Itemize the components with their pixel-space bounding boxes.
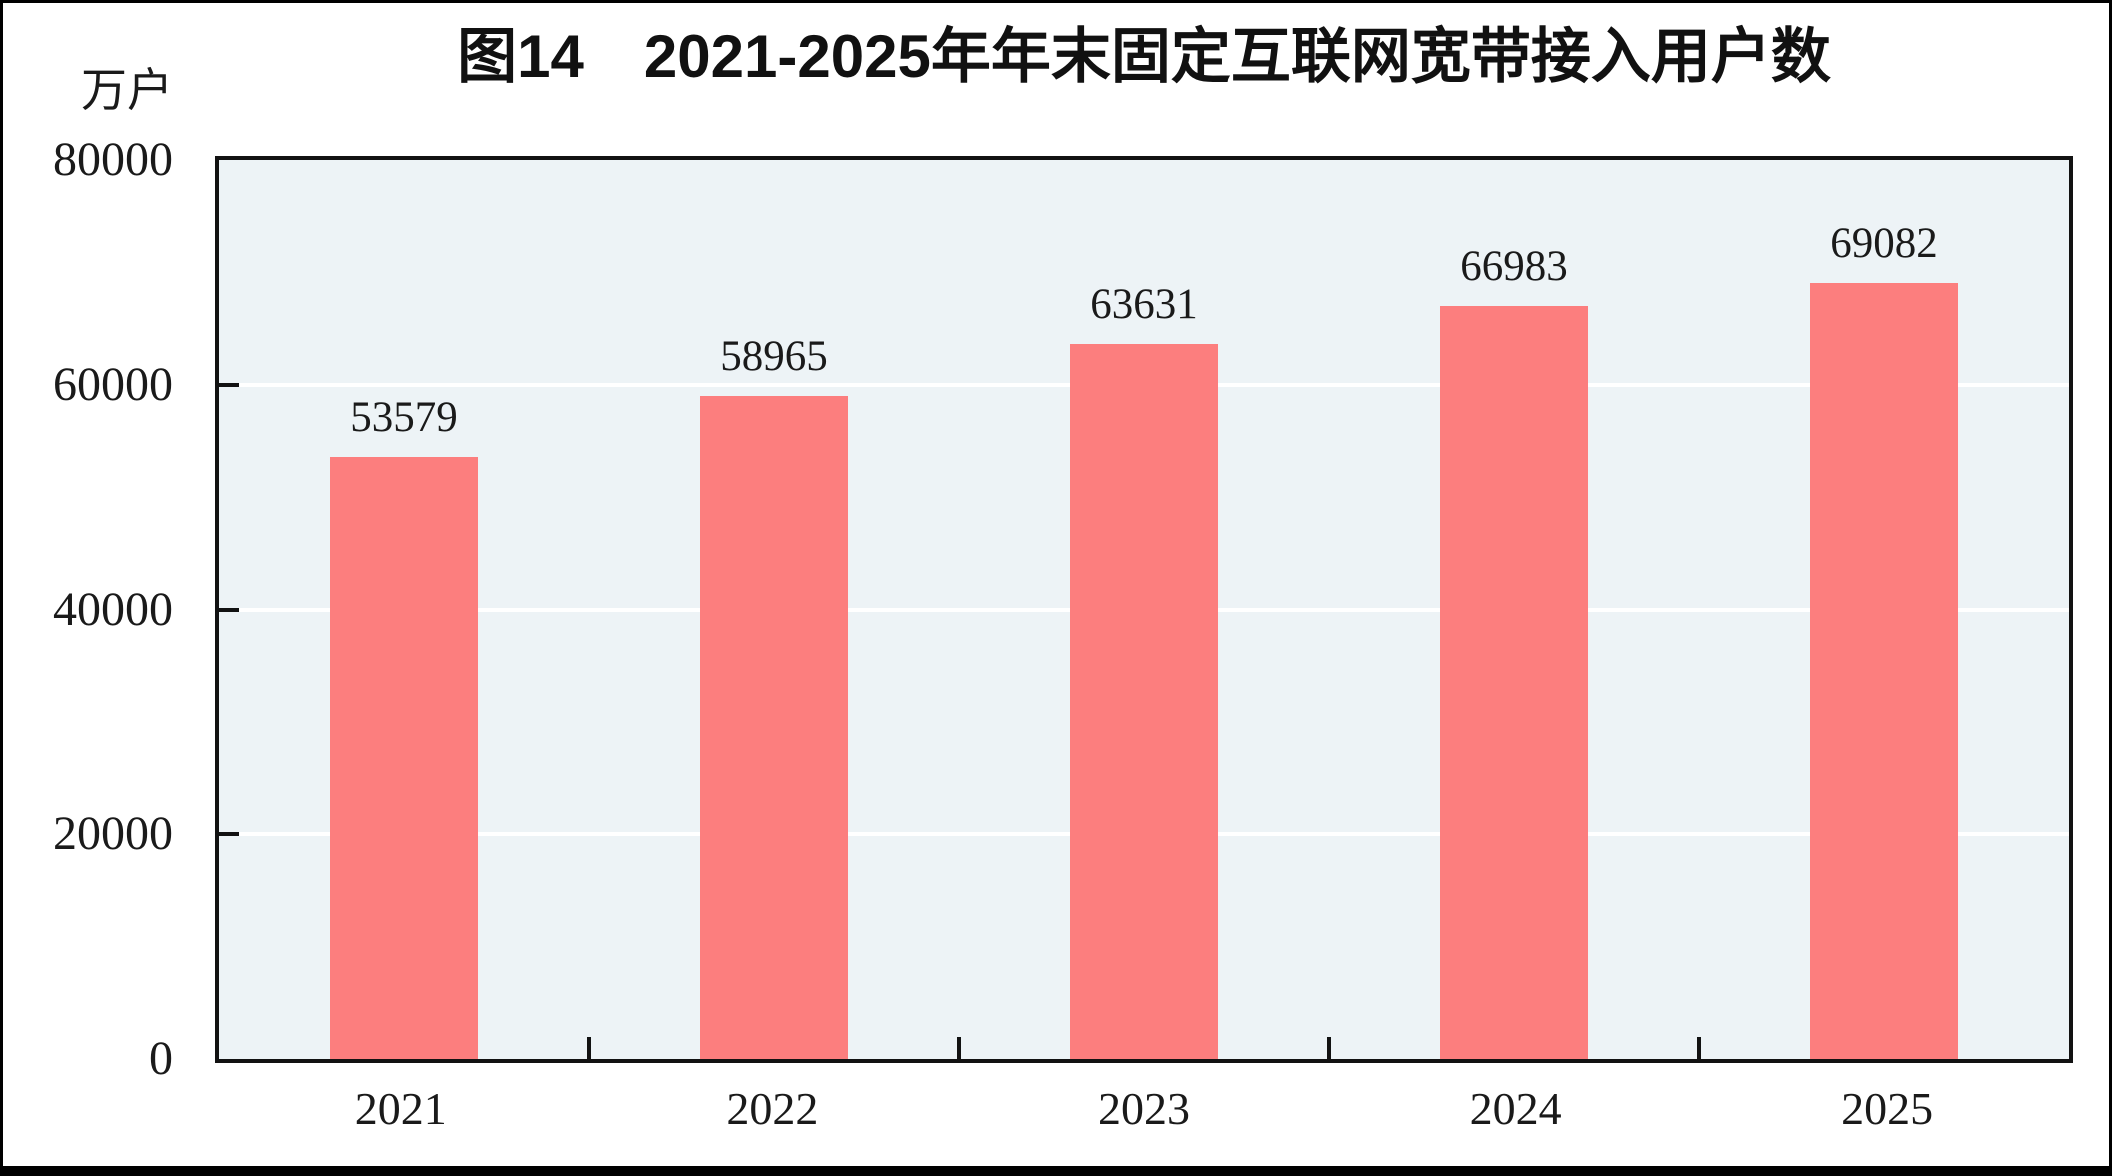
x-axis-tick-label: 2023: [1097, 1083, 1190, 1134]
x-axis-tick-mark: [587, 1037, 591, 1059]
x-axis-tick-label: 2025: [1841, 1083, 1934, 1134]
x-axis-tick-label: 2021: [354, 1083, 447, 1134]
bar-value-label: 63631: [1090, 280, 1198, 328]
bar-value-label: 69082: [1830, 219, 1938, 267]
y-axis-tick-label: 20000: [53, 807, 173, 861]
bar-value-label: 53579: [350, 393, 458, 441]
x-axis-tick-mark: [957, 1037, 961, 1059]
y-axis-unit-label: 万户: [81, 65, 173, 116]
y-axis-tick-mark: [219, 607, 239, 612]
y-axis-tick-label: 0: [149, 1032, 173, 1085]
y-axis-tick-label: 80000: [53, 133, 173, 186]
bar-2025: [1810, 282, 1958, 1059]
x-axis-tick-mark: [1697, 1037, 1701, 1059]
plot-area: 53579 58965 63631 66983 69082: [215, 156, 2073, 1063]
bar-2024: [1440, 306, 1588, 1059]
chart-title: 图14 2021-2025年年末固定互联网宽带接入用户数: [457, 23, 1831, 90]
y-axis-tick-labels: 0 20000 40000 60000 80000: [3, 134, 173, 1085]
y-axis-tick-label: 40000: [53, 582, 173, 636]
bar-value-label: 58965: [720, 333, 828, 381]
x-axis-tick-label: 2022: [726, 1083, 819, 1134]
bar-2021: [330, 456, 478, 1059]
figure-bottom-border: [3, 1166, 2109, 1176]
y-axis-tick-mark: [219, 832, 239, 837]
x-axis-tick-labels: 2021 2022 2023 2024 2025: [215, 1081, 2073, 1141]
bar-2023: [1070, 343, 1218, 1059]
bar-2022: [700, 396, 848, 1059]
bar-value-label: 66983: [1460, 243, 1568, 291]
x-axis-tick-mark: [1327, 1037, 1331, 1059]
x-axis-tick-label: 2024: [1469, 1083, 1562, 1134]
y-axis-tick-label: 60000: [53, 357, 173, 411]
y-axis-tick-mark: [219, 382, 239, 387]
